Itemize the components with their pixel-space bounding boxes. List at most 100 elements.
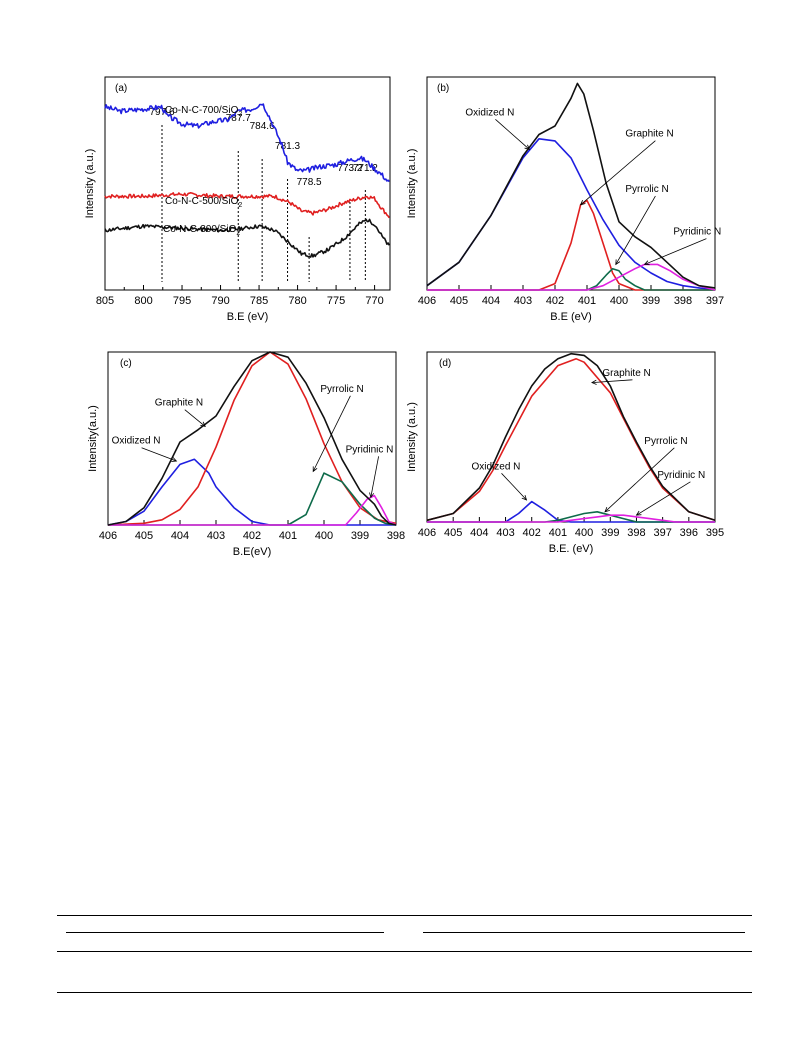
x-tick-label: 775 — [327, 295, 345, 307]
annotation-arrow — [141, 447, 177, 462]
x-axis-label: B.E(eV) — [233, 546, 272, 558]
annotation-label: Pyridinic N — [657, 470, 705, 481]
series-line-pyrrolic-n — [427, 267, 715, 291]
annotation-label: Pyrrolic N — [320, 384, 363, 395]
panel-label: (b) — [437, 83, 449, 94]
peak-label: 784.6 — [250, 121, 275, 132]
annotation-label: Oxidized N — [112, 436, 161, 447]
series-line-envelope — [426, 352, 716, 522]
series-line-graphite-n — [107, 351, 397, 526]
x-tick-label: 403 — [207, 530, 225, 542]
x-tick-label: 400 — [610, 295, 628, 307]
annotation-arrow — [312, 395, 351, 472]
x-tick-label: 397 — [653, 527, 671, 539]
x-axis-label: B.E (eV) — [550, 311, 592, 323]
annotation-arrowhead — [369, 492, 375, 499]
annotation-arrowhead — [643, 260, 650, 266]
annotation-label: Pyrrolic N — [625, 184, 668, 195]
x-tick-label: 404 — [171, 530, 189, 542]
series-line-co-n-c-300-sio — [104, 218, 390, 258]
x-tick-label: 399 — [601, 527, 619, 539]
xps-panel-a: (a) 805 800 795 790 785 780 775 770 B.E (eV) Inten… — [0, 55, 400, 330]
x-tick-label: 406 — [99, 530, 117, 542]
annotation-arrowhead — [591, 379, 597, 385]
x-axis-label: B.E (eV) — [227, 311, 269, 323]
table-top-rule — [57, 915, 752, 916]
x-tick-label: 401 — [549, 527, 567, 539]
annotation-label: Oxidized N — [465, 107, 514, 118]
x-tick-label: 805 — [96, 295, 114, 307]
series-label: Co-N-C-700/SiO2 — [165, 105, 242, 118]
x-tick-label: 405 — [450, 295, 468, 307]
series-line-pyridinic-n — [427, 514, 715, 523]
y-axis-label: Intensity (a.u.) — [84, 149, 96, 219]
x-tick-label: 399 — [351, 530, 369, 542]
annotation-arrowhead — [579, 200, 586, 206]
annotation-arrowhead — [635, 510, 642, 516]
annotation-arrowhead — [171, 457, 178, 462]
x-tick-label: 406 — [418, 527, 436, 539]
peak-label: 773.2 — [337, 163, 362, 174]
annotation-label: Pyrrolic N — [644, 436, 687, 447]
y-axis-label: Intensity(a.u.) — [87, 405, 99, 472]
x-tick-label: 400 — [575, 527, 593, 539]
x-tick-label: 400 — [315, 530, 333, 542]
annotation-arrow — [184, 409, 206, 427]
x-tick-label: 402 — [243, 530, 261, 542]
annotation-arrow — [604, 447, 675, 513]
x-tick-label: 404 — [470, 527, 488, 539]
series-line-oxidized-n — [427, 500, 715, 523]
series-line-envelope — [107, 351, 397, 526]
annotation-label: Pyridinic N — [346, 444, 394, 455]
annotation-arrow — [580, 140, 656, 206]
xps-chart-d: (d) 406 405 404 403 402 401 400 399 398 397 396 395 B… — [406, 351, 724, 555]
panel-label: (d) — [439, 358, 451, 369]
annotation-label: Graphite N — [625, 129, 673, 140]
xps-panel-c: (c) 406 405 404 403 402 401 400 399 398 B.E(eV) Int… — [68, 330, 408, 590]
peak-label: 771.2 — [353, 163, 378, 174]
series-label: Co-N-C-500/SiO2 — [165, 196, 242, 209]
annotation-arrow — [636, 481, 691, 516]
x-tick-label: 403 — [496, 527, 514, 539]
series-line-graphite-n — [427, 199, 715, 291]
annotation-arrowhead — [604, 507, 610, 513]
peak-label: 797.6 — [149, 107, 174, 118]
x-tick-label: 405 — [444, 527, 462, 539]
xps-panel-b: (b) 406 405 404 403 402 401 400 399 398 397 B.E (eV… — [395, 55, 793, 330]
annotation-label: Pyridinic N — [673, 227, 721, 238]
annotation-label: Graphite N — [155, 398, 203, 409]
x-tick-label: 398 — [627, 527, 645, 539]
x-tick-label: 780 — [288, 295, 306, 307]
x-tick-label: 397 — [706, 295, 724, 307]
annotation-label: Graphite N — [602, 368, 650, 379]
annotation-arrow — [370, 456, 379, 498]
x-tick-label: 401 — [578, 295, 596, 307]
x-tick-label: 403 — [514, 295, 532, 307]
series-line-envelope — [426, 82, 716, 289]
peak-label: 787.7 — [226, 113, 251, 124]
x-axis-label: B.E. (eV) — [549, 543, 594, 555]
y-axis-label: Intensity (a.u.) — [406, 149, 418, 219]
peak-label: 781.3 — [275, 141, 300, 152]
annotation-arrow — [495, 119, 530, 150]
table-subrule-right — [423, 932, 745, 933]
xps-chart-b: (b) 406 405 404 403 402 401 400 399 398 397 B.E (eV… — [406, 76, 724, 323]
x-tick-label: 396 — [680, 527, 698, 539]
annotation-label: Oxidized N — [472, 461, 521, 472]
x-tick-label: 402 — [523, 527, 541, 539]
peak-label: 778.5 — [297, 177, 322, 188]
panel-label: (c) — [120, 358, 132, 369]
y-axis-label: Intensity (a.u.) — [406, 402, 418, 472]
x-tick-label: 770 — [365, 295, 383, 307]
x-tick-label: 402 — [546, 295, 564, 307]
series-label: Co-N-C-300/SiO2 — [163, 224, 240, 237]
annotation-arrowhead — [312, 466, 318, 473]
series-line-pyridinic-n — [427, 263, 716, 291]
xps-panel-d: (d) 406 405 404 403 402 401 400 399 398 397 396 395 B… — [395, 330, 730, 590]
xps-chart-c: (c) 406 405 404 403 402 401 400 399 398 B.E(eV) Int… — [87, 351, 405, 558]
annotation-arrowhead — [615, 259, 621, 266]
x-tick-label: 800 — [134, 295, 152, 307]
annotation-arrow — [501, 473, 527, 501]
x-tick-label: 405 — [135, 530, 153, 542]
series-line-pyrrolic-n — [108, 472, 397, 526]
